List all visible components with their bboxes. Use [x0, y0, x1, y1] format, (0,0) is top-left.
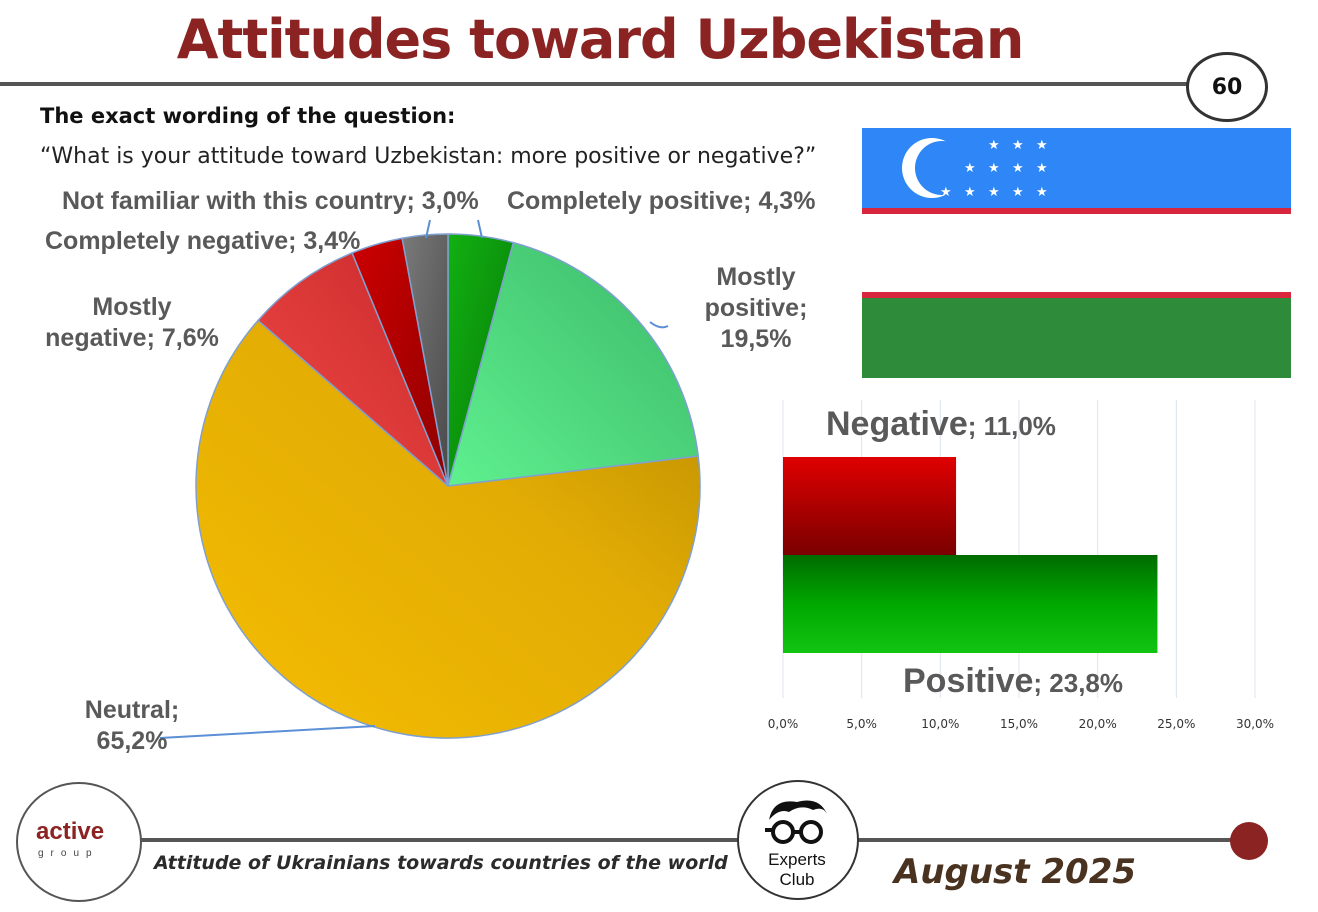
label-neutral-line2: 65,2%	[96, 727, 168, 755]
svg-text:★: ★	[964, 161, 976, 176]
crescent-and-stars-icon: ★ ★ ★ ★ ★ ★ ★ ★ ★ ★ ★ ★	[902, 138, 1048, 200]
uzbekistan-flag: ★ ★ ★ ★ ★ ★ ★ ★ ★ ★ ★ ★	[862, 128, 1291, 378]
flag-red-stripe-top	[862, 208, 1291, 214]
bar-value-negative: ; 11,0%	[967, 411, 1056, 441]
page-title: Attitudes toward Uzbekistan	[176, 8, 1025, 71]
svg-text:★: ★	[964, 185, 976, 200]
leader-line-not-familiar	[425, 219, 431, 239]
bar-value-positive: ; 23,8%	[1033, 668, 1123, 698]
svg-text:★: ★	[940, 185, 952, 200]
svg-text:★: ★	[1012, 161, 1024, 176]
footer-date: August 2025	[894, 852, 1137, 892]
question-text: “What is your attitude toward Uzbekistan…	[40, 144, 817, 169]
experts-line2: Club	[779, 870, 815, 889]
active-group-logo	[16, 782, 142, 902]
bar-tick-label: 0,0%	[768, 717, 799, 731]
experts-line1: Experts	[768, 850, 826, 869]
pie-slice-mostly-negative	[256, 251, 449, 487]
label-mostly-negative: Mostly negative; 7,6%	[40, 292, 224, 354]
label-mostly-positive-line2: positive;	[704, 294, 808, 322]
label-mostly-positive-line3: 19,5%	[720, 325, 792, 353]
flag-green-band	[862, 298, 1291, 378]
page-number-badge: 60	[1186, 52, 1268, 122]
experts-club-logo	[737, 780, 859, 900]
svg-text:★: ★	[988, 161, 1000, 176]
svg-text:★: ★	[1036, 185, 1048, 200]
label-mostly-positive: Mostly positive; 19,5%	[700, 262, 812, 355]
bar-category-negative: Negative	[826, 405, 968, 443]
label-not-familiar: Not familiar with this country; 3,0%	[62, 187, 479, 215]
flag-white-band	[862, 214, 1291, 292]
leader-line-neutral	[159, 725, 376, 739]
bar-tick-label: 5,0%	[846, 717, 877, 731]
bar-label-negative: Negative; 11,0%	[826, 405, 1056, 444]
label-mostly-negative-line1: Mostly	[92, 293, 172, 321]
header-divider	[0, 82, 1190, 86]
logo-sub: group	[38, 848, 99, 859]
svg-text:★: ★	[1012, 185, 1024, 200]
label-completely-positive: Completely positive; 4,3%	[507, 187, 816, 215]
svg-text:★: ★	[988, 185, 1000, 200]
label-mostly-positive-line1: Mostly	[716, 263, 796, 291]
footer-dot	[1230, 822, 1268, 860]
leader-line-mostly-positive	[649, 321, 669, 329]
svg-text:★: ★	[1036, 161, 1048, 176]
label-neutral: Neutral; 65,2%	[80, 695, 184, 757]
bar-chart: 0,0% 5,0% 10,0% 15,0% 20,0% 25,0% 30,0%	[768, 400, 1274, 731]
bar-tick-label: 10,0%	[921, 717, 959, 731]
label-completely-negative: Completely negative; 3,4%	[45, 227, 361, 255]
bar-tick-label: 25,0%	[1157, 717, 1195, 731]
footer-subtitle: Attitude of Ukrainians towards countries…	[154, 852, 728, 874]
bar-category-positive: Positive	[903, 662, 1034, 700]
bar-positive	[783, 555, 1158, 653]
leader-line-completely-positive	[477, 219, 483, 239]
svg-text:★: ★	[988, 138, 1000, 153]
bar-label-positive: Positive; 23,8%	[903, 662, 1123, 701]
logo-word: active	[36, 818, 105, 845]
glasses-face-icon	[765, 800, 827, 844]
bar-tick-label: 15,0%	[1000, 717, 1038, 731]
bar-negative	[783, 457, 957, 555]
bar-tick-label: 30,0%	[1236, 717, 1274, 731]
bar-tick-label: 20,0%	[1079, 717, 1117, 731]
question-heading: The exact wording of the question:	[40, 104, 456, 128]
footer-divider	[136, 838, 1236, 842]
label-neutral-line1: Neutral;	[84, 696, 180, 724]
svg-text:★: ★	[1012, 138, 1024, 153]
label-mostly-negative-line2: negative; 7,6%	[45, 324, 219, 352]
experts-club-text: Experts Club	[737, 850, 857, 890]
pie-slice-mostly-positive	[446, 241, 700, 487]
pie-slice-not-familiar	[401, 233, 449, 487]
flag-red-stripe-bottom	[862, 292, 1291, 298]
svg-text:★: ★	[1036, 138, 1048, 153]
